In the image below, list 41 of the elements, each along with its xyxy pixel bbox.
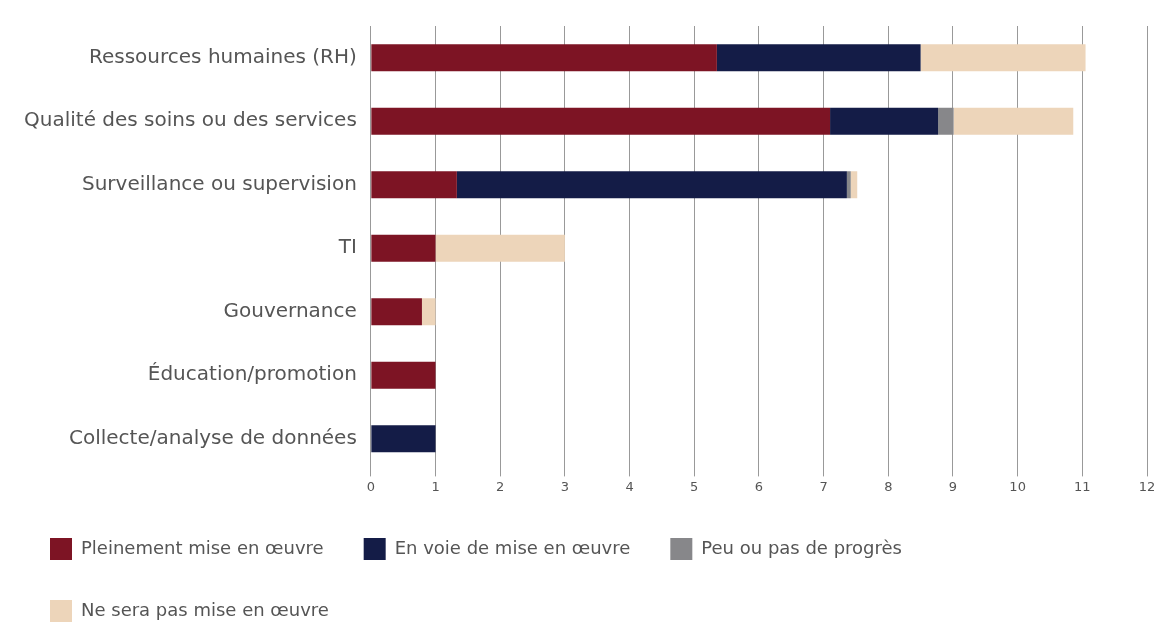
x-tick-label: 8 bbox=[884, 478, 893, 494]
bar bbox=[846, 171, 851, 199]
x-tick-label: 6 bbox=[754, 478, 764, 494]
bar bbox=[920, 44, 1086, 72]
bar bbox=[371, 298, 422, 326]
bar bbox=[371, 44, 717, 72]
bar bbox=[371, 361, 436, 389]
legend-label: Peu ou pas de progrès bbox=[701, 536, 902, 558]
y-tick-label: Surveillance ou supervision bbox=[81, 170, 357, 195]
legend-label: En voie de mise en œuvre bbox=[394, 536, 631, 558]
y-tick-label: Collecte/analyse de données bbox=[69, 424, 357, 449]
bar bbox=[421, 298, 436, 326]
x-tick-label: 11 bbox=[1074, 478, 1091, 494]
bar bbox=[953, 107, 1074, 135]
bar bbox=[371, 234, 436, 262]
bar bbox=[938, 107, 954, 135]
bar bbox=[435, 234, 565, 262]
bar bbox=[716, 44, 921, 72]
y-tick-label: Ressources humaines (RH) bbox=[88, 43, 357, 68]
bar bbox=[830, 107, 939, 135]
bar bbox=[456, 171, 847, 199]
bar bbox=[371, 425, 436, 453]
x-tick-label: 3 bbox=[560, 478, 570, 494]
legend-label: Ne sera pas mise en œuvre bbox=[81, 598, 329, 620]
x-tick-label: 9 bbox=[948, 478, 958, 494]
x-tick-label: 1 bbox=[431, 478, 440, 494]
y-tick-label: Éducation/promotion bbox=[147, 361, 357, 386]
x-tick-label: 10 bbox=[1009, 478, 1026, 494]
x-tick-label: 7 bbox=[819, 478, 828, 494]
legend-label: Pleinement mise en œuvre bbox=[81, 536, 324, 558]
x-tick-label: 12 bbox=[1138, 478, 1156, 494]
y-tick-label: Gouvernance bbox=[223, 297, 357, 322]
bar bbox=[850, 171, 858, 199]
x-tick-label: 5 bbox=[690, 478, 699, 494]
y-tick-label: TI bbox=[337, 234, 357, 259]
x-tick-label: 2 bbox=[496, 478, 505, 494]
x-tick-label: 0 bbox=[366, 478, 375, 494]
bar bbox=[371, 107, 831, 135]
y-tick-label: Qualité des soins ou des services bbox=[24, 107, 357, 132]
bar bbox=[371, 171, 457, 199]
x-tick-label: 4 bbox=[625, 478, 634, 494]
